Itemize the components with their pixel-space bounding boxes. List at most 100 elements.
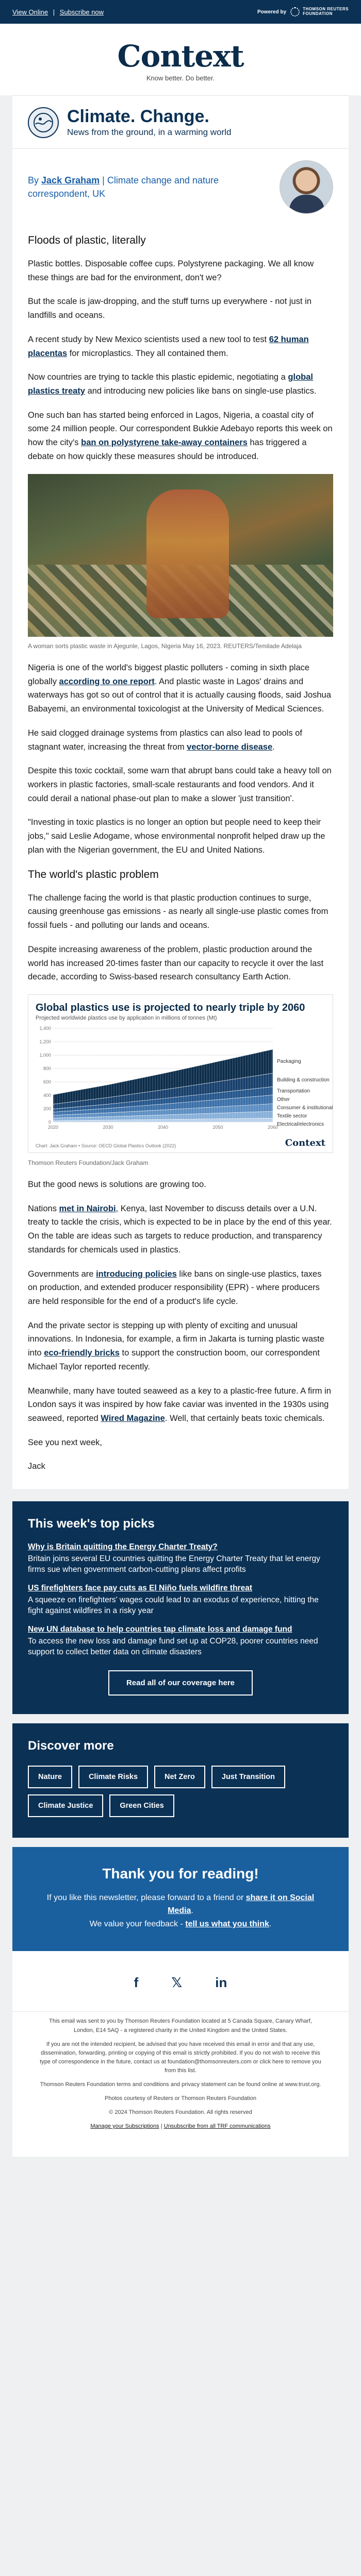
paragraph: "Investing in toxic plastics is no longe… [28, 818, 325, 855]
thanks-share-line: If you like this newsletter, please forw… [46, 1893, 315, 1916]
author-role: Climate change and nature correspondent,… [28, 175, 219, 199]
manage-subscriptions-link[interactable]: Manage your Subscriptions [90, 2123, 159, 2129]
x-tick-label: 2020 [48, 1125, 58, 1130]
pick-link[interactable]: Why is Britain quitting the Energy Chart… [28, 1543, 218, 1552]
y-tick-label: 400 [43, 1093, 51, 1098]
plastics-treaty-link[interactable]: global plastics treaty [28, 372, 314, 396]
paragraph: A recent study by New Mexico scientists … [28, 334, 309, 358]
chart-logo: Context [285, 1137, 325, 1148]
trf-logo[interactable]: THOMSON REUTERS FOUNDATION [290, 7, 349, 16]
y-tick-label: 200 [43, 1106, 51, 1111]
chart-footer: Chart: Jack Graham • Source: OECD Global… [36, 1138, 325, 1148]
footer-links: Manage your Subscriptions | Unsubscribe … [38, 2122, 323, 2131]
footer-photos: Photos courtesy of Reuters or Thomson Re… [105, 2095, 256, 2102]
chip-climate-justice[interactable]: Climate Justice [28, 1794, 104, 1817]
brand-logo[interactable]: Context [117, 39, 244, 74]
masthead: Context Know better. Do better. [0, 24, 361, 95]
byline-text: By Jack Graham | Climate change and natu… [28, 174, 270, 200]
nairobi-link[interactable]: met in Nairobi [59, 1204, 116, 1213]
paragraph: One such ban has started being enforced … [28, 410, 333, 461]
paragraph: Meanwhile, many have touted seaweed as a… [28, 1386, 331, 1423]
byline: By Jack Graham | Climate change and natu… [12, 149, 349, 219]
footer: This email was sent to you by Thomson Re… [12, 2011, 349, 2157]
trf-line1: THOMSON REUTERS [303, 7, 349, 12]
footer-legal: If you are not the intended recipient, b… [40, 2041, 321, 2074]
placentas-link[interactable]: 62 human placentas [28, 334, 309, 358]
thanks-heading: Thank you for reading! [102, 1865, 259, 1882]
chip-just-transition[interactable]: Just Transition [211, 1765, 286, 1788]
series-legend-label: Electrical/electronics [277, 1122, 324, 1127]
linkedin-icon[interactable]: in [215, 1975, 227, 1991]
paragraph: Nations met in Nairobi, Kenya, last Nove… [28, 1204, 332, 1255]
chip-climate-risks[interactable]: Climate Risks [78, 1765, 149, 1788]
thanks-banner: Thank you for reading! If you like this … [12, 1846, 349, 1952]
byline-sep: | [102, 175, 105, 185]
x-tick-label: 2050 [212, 1125, 223, 1130]
policies-link[interactable]: introducing policies [96, 1269, 177, 1279]
trf-line2: FOUNDATION [303, 11, 333, 16]
footer-address: This email was sent to you by Thomson Re… [49, 2018, 312, 2033]
discover-more: Discover more Nature Climate Risks Net Z… [12, 1723, 349, 1838]
footer-copyright: © 2024 Thomson Reuters Foundation. All r… [109, 2109, 252, 2115]
paragraph: The challenge facing the world is that p… [28, 893, 329, 930]
top-links: View Online | Subscribe now [12, 8, 104, 16]
signoff-name: Jack [28, 1462, 45, 1471]
signoff: See you next week, [28, 1437, 103, 1447]
paragraph: He said clogged drainage systems from pl… [28, 728, 302, 752]
feedback-link[interactable]: tell us what you think [185, 1919, 269, 1928]
photo-caption: A woman sorts plastic waste in Ajegunle,… [28, 642, 302, 650]
share-link[interactable]: share it on Social Media [168, 1893, 315, 1916]
top-separator: | [53, 8, 55, 16]
author-avatar [280, 160, 333, 214]
article-body: Floods of plastic, literally Plastic bot… [12, 219, 349, 1489]
newsletter-subtitle: News from the ground, in a warming world [67, 127, 232, 137]
paragraph: But the good news is solutions are growi… [28, 1179, 206, 1189]
paragraph: Nigeria is one of the world's biggest pl… [28, 663, 331, 714]
read-coverage-button[interactable]: Read all of our coverage here [108, 1670, 253, 1696]
vector-disease-link[interactable]: vector-borne disease [187, 742, 273, 752]
y-tick-label: 0 [48, 1120, 51, 1125]
series-legend-label: Packaging [277, 1059, 301, 1064]
pick-item: US firefighters face pay cuts as El Niño… [28, 1584, 333, 1617]
twitter-x-icon[interactable]: 𝕏 [171, 1975, 183, 1991]
facebook-icon[interactable]: f [134, 1975, 139, 1991]
newsletter-header: Climate. Change. News from the ground, i… [12, 96, 349, 149]
chip-net-zero[interactable]: Net Zero [154, 1765, 205, 1788]
y-tick-label: 1,400 [39, 1026, 51, 1031]
x-tick-label: 2030 [103, 1125, 113, 1130]
paragraph: Plastic bottles. Disposable coffee cups.… [28, 259, 314, 282]
unsubscribe-link[interactable]: Unsubscribe from all TRF communications [163, 2123, 271, 2129]
discover-heading: Discover more [28, 1738, 114, 1753]
social-links: f 𝕏 in [12, 1951, 349, 2012]
series-legend-label: Consumer & institutional [277, 1105, 333, 1111]
top-picks: This week's top picks Why is Britain qui… [12, 1501, 349, 1714]
photo-woman-figure [146, 489, 229, 618]
paragraph: But the scale is jaw-dropping, and the s… [28, 297, 311, 320]
report-link[interactable]: according to one report [59, 676, 155, 686]
trf-dot-icon [290, 7, 300, 16]
chip-green-cities[interactable]: Green Cities [109, 1794, 174, 1817]
article-photo [28, 473, 333, 637]
topic-chips: Nature Climate Risks Net Zero Just Trans… [28, 1765, 333, 1817]
author-link[interactable]: Jack Graham [41, 175, 100, 185]
pick-link[interactable]: US firefighters face pay cuts as El Niño… [28, 1584, 252, 1593]
x-tick-label: 2040 [158, 1125, 168, 1130]
pick-item: Why is Britain quitting the Energy Chart… [28, 1543, 333, 1575]
pick-link[interactable]: New UN database to help countries tap cl… [28, 1624, 292, 1634]
wired-link[interactable]: Wired Magazine [101, 1414, 165, 1423]
subscribe-link[interactable]: Subscribe now [59, 8, 104, 16]
section-heading: The world's plastic problem [28, 868, 159, 880]
series-legend-label: Building & construction [277, 1077, 330, 1083]
chip-nature[interactable]: Nature [28, 1765, 72, 1788]
powered-by: Powered by THOMSON REUTERS FOUNDATION [257, 7, 349, 16]
series-legend-label: Textile sector [277, 1113, 307, 1119]
view-online-link[interactable]: View Online [12, 8, 48, 16]
y-tick-label: 600 [43, 1079, 51, 1084]
article-card: Climate. Change. News from the ground, i… [12, 95, 349, 1489]
paragraph: Now countries are trying to tackle this … [28, 372, 317, 396]
chart-title: Global plastics use is projected to near… [36, 1002, 305, 1013]
eco-bricks-link[interactable]: eco-friendly bricks [44, 1348, 120, 1358]
newsletter-title: Climate. Change. [67, 107, 209, 127]
email-page: View Online | Subscribe now Powered by T… [0, 0, 361, 2157]
lagos-ban-link[interactable]: ban on polystyrene take-away containers [81, 438, 248, 448]
